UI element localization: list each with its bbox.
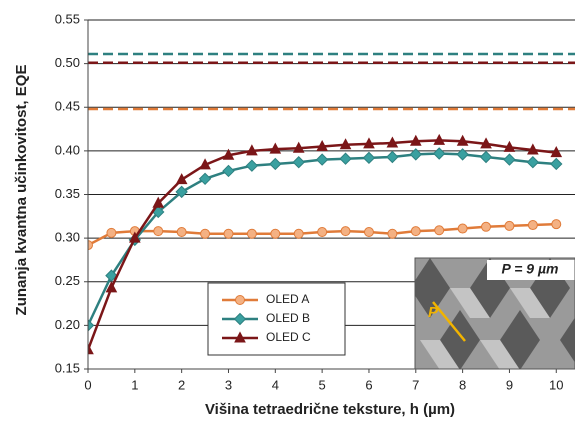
marker <box>362 151 376 165</box>
y-tick-label: 0.45 <box>55 99 80 114</box>
marker <box>409 134 422 146</box>
y-tick-label: 0.30 <box>55 230 80 245</box>
marker <box>270 228 281 239</box>
y-tick-label: 0.50 <box>55 55 80 70</box>
marker <box>434 225 445 236</box>
marker <box>339 138 352 150</box>
marker <box>386 150 399 164</box>
x-tick-label: 8 <box>459 377 466 392</box>
marker <box>106 227 117 238</box>
y-tick-label: 0.55 <box>55 11 80 26</box>
x-tick-label: 1 <box>131 377 138 392</box>
marker <box>503 140 516 152</box>
marker <box>550 157 563 171</box>
marker <box>527 143 539 155</box>
marker <box>88 343 94 355</box>
marker <box>175 185 188 199</box>
marker <box>175 173 188 185</box>
x-tick-label: 7 <box>412 377 419 392</box>
marker <box>433 133 446 145</box>
marker <box>88 319 95 332</box>
marker <box>432 147 446 160</box>
marker <box>128 231 141 243</box>
x-axis-label: Višina tetraedrične teksture, h (µm) <box>205 401 455 418</box>
marker <box>222 164 235 178</box>
marker <box>550 146 563 158</box>
inset-border <box>414 257 575 370</box>
marker <box>456 134 469 146</box>
x-tick-label: 9 <box>506 377 513 392</box>
marker <box>292 141 305 153</box>
marker <box>527 220 538 231</box>
legend-label: OLED A <box>266 292 309 306</box>
marker <box>504 220 515 231</box>
x-tick-label: 10 <box>549 377 563 392</box>
inset-image <box>415 258 575 369</box>
marker <box>269 142 282 154</box>
x-tick-label: 3 <box>225 377 232 392</box>
marker <box>340 226 351 237</box>
marker <box>222 148 235 160</box>
marker <box>269 157 282 171</box>
marker <box>386 136 399 148</box>
marker <box>233 312 247 326</box>
marker <box>387 228 398 239</box>
y-axis-label: Zunanja kvantna učinkovitost, EQE <box>13 65 30 316</box>
x-tick-label: 5 <box>319 377 326 392</box>
marker <box>339 152 352 165</box>
y-tick-label: 0.20 <box>55 317 80 332</box>
marker <box>526 156 540 169</box>
inset-p-label: P <box>428 304 439 321</box>
marker <box>198 172 212 186</box>
marker <box>409 148 422 161</box>
marker <box>105 269 118 282</box>
legend-label: OLED B <box>266 311 310 325</box>
x-tick-label: 6 <box>365 377 372 392</box>
marker <box>246 228 257 239</box>
marker <box>199 158 211 170</box>
marker <box>551 219 562 230</box>
marker <box>317 227 328 238</box>
marker <box>479 150 493 164</box>
marker <box>480 137 492 149</box>
inset-period-label: P = 9 µm <box>502 261 559 277</box>
x-tick-label: 2 <box>178 377 185 392</box>
marker <box>176 227 187 238</box>
marker <box>153 226 164 237</box>
marker <box>152 196 165 208</box>
marker <box>315 153 329 166</box>
marker <box>200 228 211 239</box>
marker <box>410 226 421 237</box>
marker <box>363 137 375 149</box>
marker <box>105 281 118 293</box>
y-tick-label: 0.35 <box>55 186 80 201</box>
marker <box>363 227 374 238</box>
marker <box>234 331 246 343</box>
y-tick-label: 0.40 <box>55 142 80 157</box>
y-tick-label: 0.15 <box>55 360 80 375</box>
marker <box>293 228 304 239</box>
marker <box>456 148 469 161</box>
y-tick-label: 0.25 <box>55 273 80 288</box>
marker <box>235 295 245 305</box>
marker <box>457 223 468 234</box>
marker <box>292 156 305 169</box>
marker <box>246 144 258 156</box>
legend-label: OLED C <box>266 330 311 344</box>
marker <box>481 221 492 232</box>
marker <box>503 153 516 166</box>
x-tick-label: 0 <box>84 377 91 392</box>
marker <box>88 240 93 251</box>
marker <box>223 228 234 239</box>
marker <box>316 139 328 152</box>
x-tick-label: 4 <box>272 377 279 392</box>
marker <box>245 159 259 172</box>
